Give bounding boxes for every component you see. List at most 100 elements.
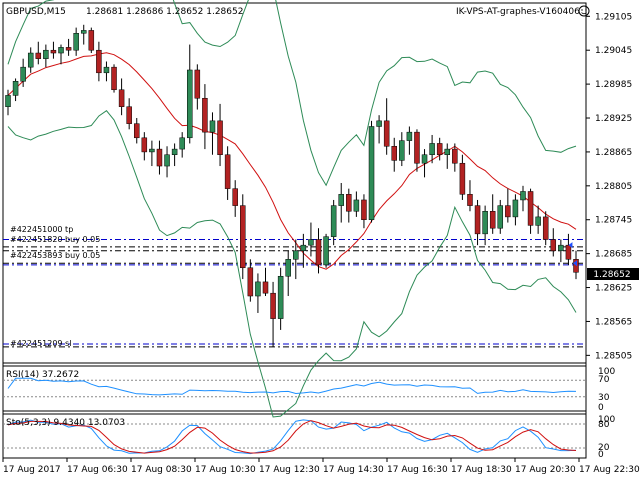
candle-body — [247, 267, 254, 297]
candle-body — [35, 52, 42, 59]
lower-band-line — [7, 110, 577, 418]
stochastic-pane[interactable] — [3, 419, 586, 455]
rsi-pane[interactable] — [3, 377, 586, 398]
order-tp-label: #422451000 tp — [10, 225, 73, 234]
buy-arrow-icon — [568, 242, 573, 249]
candle-body — [338, 194, 344, 206]
candle-body — [285, 259, 291, 277]
candle-body — [573, 259, 579, 273]
candle-body — [179, 137, 185, 150]
candle-body — [330, 205, 337, 237]
candle-body — [27, 52, 34, 68]
candle-body — [88, 30, 95, 51]
candle-body — [255, 281, 261, 297]
candle-body — [20, 66, 26, 82]
time-tick-label: 17 Aug 06:30 — [67, 465, 128, 475]
time-tick-label: 17 Aug 08:30 — [131, 465, 192, 475]
candle-body — [118, 89, 125, 107]
rsi-tick-100: 100 — [598, 367, 615, 377]
candle-body — [368, 126, 375, 220]
time-tick-label: 17 Aug 10:30 — [195, 465, 256, 475]
candle-body — [520, 191, 526, 201]
candle-body — [558, 244, 564, 252]
plot-frame — [2, 2, 587, 459]
candle-body — [65, 47, 72, 51]
price-tick-label: 1.28805 — [595, 182, 632, 192]
candle-body — [224, 154, 231, 189]
time-tick-label: 17 Aug 14:30 — [323, 465, 384, 475]
candle-body — [171, 148, 178, 155]
candle-body — [467, 194, 473, 206]
candle-body — [96, 49, 102, 74]
candle-body — [73, 33, 79, 51]
order-buy-label-a: #422451820 buy 0.05 — [10, 235, 100, 244]
candle-body — [111, 66, 117, 91]
candle-body — [156, 148, 163, 167]
time-tick-label: 17 Aug 12:30 — [259, 465, 320, 475]
candle-body — [406, 131, 413, 141]
price-tick-label: 1.28985 — [595, 80, 632, 90]
price-tick-label: 1.28505 — [595, 351, 632, 361]
price-tick-label: 1.28685 — [595, 250, 632, 260]
price-tick-label: 1.28565 — [595, 317, 632, 327]
candle-body — [209, 120, 216, 133]
price-tick-label: 1.28745 — [595, 216, 632, 226]
rsi-tick-70: 70 — [598, 375, 610, 385]
candle-body — [474, 205, 481, 235]
candle-body — [512, 199, 519, 218]
candle-body — [315, 239, 322, 266]
candle-body — [497, 205, 504, 229]
candle-body — [550, 239, 557, 252]
candle-body — [43, 49, 49, 59]
candle-body — [308, 239, 314, 246]
candle-body — [5, 95, 11, 107]
symbol-timeframe: GBPUSD,M15 — [6, 7, 66, 17]
candle-body — [293, 250, 299, 260]
candle-body — [133, 123, 140, 139]
rsi-tick-30: 30 — [598, 393, 610, 403]
sto-tick-80: 80 — [598, 420, 610, 430]
price-scale[interactable]: 1.29105 1.29045 1.28985 1.28925 1.28865 1.288… — [586, 12, 632, 361]
candle-body — [489, 211, 496, 229]
candle-body — [194, 69, 201, 99]
current-price-label: 1.28652 — [593, 270, 630, 280]
candle-body — [353, 199, 360, 212]
candle-body — [202, 97, 208, 133]
candle-body — [482, 211, 488, 235]
price-tick-label: 1.29045 — [595, 46, 632, 56]
buy-arrow-icon — [573, 260, 577, 267]
candle-body — [323, 236, 329, 266]
candle-body — [535, 216, 541, 226]
time-axis[interactable]: 17 Aug 2017 17 Aug 06:30 17 Aug 08:30 17 Au… — [2, 458, 640, 475]
candle-body — [542, 216, 549, 240]
upper-band-line — [7, 0, 577, 187]
candle-body — [50, 49, 57, 54]
candle-body — [187, 69, 193, 139]
candle-body — [300, 244, 307, 252]
candle-body — [80, 30, 87, 34]
main-price-pane[interactable] — [3, 0, 586, 418]
sto-tick-20: 20 — [598, 443, 610, 453]
order-sl-label: #422451209 sl — [10, 339, 71, 348]
time-tick-label: 17 Aug 22:30 — [579, 465, 640, 475]
candle-body — [232, 188, 238, 206]
candle-body — [12, 81, 19, 96]
candle-body — [436, 143, 443, 155]
candle-body — [376, 120, 382, 127]
candle-body — [452, 148, 458, 164]
price-tick-label: 1.28625 — [595, 284, 632, 294]
time-tick-label: 17 Aug 20:30 — [515, 465, 576, 475]
price-tick-label: 1.28925 — [595, 114, 632, 124]
stochastic-signal-line — [7, 420, 577, 454]
rsi-label: RSI(14) 37.2672 — [6, 370, 79, 380]
candle-body — [149, 148, 155, 153]
candle-body — [346, 194, 352, 212]
candle-body — [240, 205, 246, 269]
candle-body — [565, 244, 572, 260]
sto-tick-0: 0 — [598, 450, 604, 460]
sto-tick-100: 100 — [598, 415, 615, 425]
candle-body — [527, 191, 534, 226]
candle-body — [383, 120, 390, 147]
